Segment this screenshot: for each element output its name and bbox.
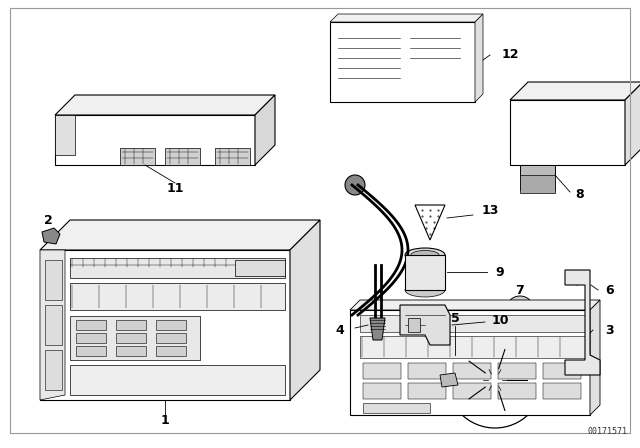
Circle shape xyxy=(513,303,527,317)
Polygon shape xyxy=(360,336,585,358)
Polygon shape xyxy=(76,333,106,343)
Polygon shape xyxy=(520,165,555,190)
Polygon shape xyxy=(235,260,285,276)
Polygon shape xyxy=(165,148,200,165)
Text: 11: 11 xyxy=(166,181,184,194)
Circle shape xyxy=(506,296,534,324)
Circle shape xyxy=(463,348,527,412)
Circle shape xyxy=(447,332,543,428)
Polygon shape xyxy=(215,148,250,165)
Polygon shape xyxy=(156,320,186,330)
Polygon shape xyxy=(565,270,600,375)
Text: 5: 5 xyxy=(451,311,460,324)
Polygon shape xyxy=(156,346,186,356)
Polygon shape xyxy=(116,333,146,343)
Text: 8: 8 xyxy=(576,189,584,202)
Polygon shape xyxy=(370,318,385,340)
Text: 00171571: 00171571 xyxy=(588,427,628,436)
Polygon shape xyxy=(510,100,625,165)
Polygon shape xyxy=(40,250,65,400)
Polygon shape xyxy=(498,363,536,379)
Circle shape xyxy=(451,74,463,86)
Polygon shape xyxy=(70,283,285,310)
Polygon shape xyxy=(76,320,106,330)
Polygon shape xyxy=(116,320,146,330)
Polygon shape xyxy=(400,305,450,345)
Polygon shape xyxy=(363,363,401,379)
Text: 9: 9 xyxy=(496,266,504,279)
Text: 7: 7 xyxy=(516,284,524,297)
Circle shape xyxy=(572,360,582,370)
Polygon shape xyxy=(40,220,320,250)
Circle shape xyxy=(483,368,507,392)
Polygon shape xyxy=(45,260,62,300)
Circle shape xyxy=(345,175,365,195)
Polygon shape xyxy=(350,310,590,415)
Polygon shape xyxy=(330,22,475,102)
Polygon shape xyxy=(625,82,640,165)
Ellipse shape xyxy=(411,250,439,259)
Polygon shape xyxy=(55,115,75,155)
Text: 3: 3 xyxy=(605,323,614,336)
Polygon shape xyxy=(55,95,275,115)
Polygon shape xyxy=(156,333,186,343)
Polygon shape xyxy=(120,148,155,165)
Polygon shape xyxy=(363,403,430,413)
Polygon shape xyxy=(405,255,445,290)
Polygon shape xyxy=(440,373,458,387)
Ellipse shape xyxy=(405,248,445,262)
Polygon shape xyxy=(70,365,285,395)
Text: 2: 2 xyxy=(44,214,52,227)
Polygon shape xyxy=(45,350,62,390)
Polygon shape xyxy=(520,175,555,193)
Polygon shape xyxy=(543,363,581,379)
Polygon shape xyxy=(590,300,600,415)
Polygon shape xyxy=(55,115,255,165)
Text: 10: 10 xyxy=(492,314,509,327)
Polygon shape xyxy=(363,383,401,399)
Text: 13: 13 xyxy=(481,203,499,216)
Ellipse shape xyxy=(405,283,445,297)
Text: 6: 6 xyxy=(605,284,614,297)
Text: 1: 1 xyxy=(161,414,170,426)
Polygon shape xyxy=(408,318,420,332)
Polygon shape xyxy=(255,95,275,165)
Circle shape xyxy=(572,275,582,285)
Polygon shape xyxy=(453,383,491,399)
Polygon shape xyxy=(350,300,600,310)
Polygon shape xyxy=(40,250,290,400)
Polygon shape xyxy=(290,220,320,400)
Polygon shape xyxy=(70,316,200,360)
Polygon shape xyxy=(116,346,146,356)
Polygon shape xyxy=(330,14,483,22)
Polygon shape xyxy=(70,258,285,278)
Text: 4: 4 xyxy=(335,323,344,336)
Polygon shape xyxy=(360,315,585,332)
Polygon shape xyxy=(475,14,483,102)
Polygon shape xyxy=(543,383,581,399)
Polygon shape xyxy=(408,383,446,399)
Polygon shape xyxy=(498,383,536,399)
Polygon shape xyxy=(408,363,446,379)
Polygon shape xyxy=(453,363,491,379)
Polygon shape xyxy=(45,305,62,345)
Polygon shape xyxy=(76,346,106,356)
Text: 12: 12 xyxy=(501,48,519,61)
Circle shape xyxy=(446,69,468,91)
Polygon shape xyxy=(510,82,640,100)
Polygon shape xyxy=(42,228,60,244)
